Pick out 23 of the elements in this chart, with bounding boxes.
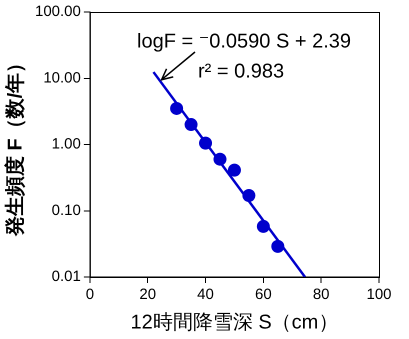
x-tick-label: 20 — [139, 286, 156, 304]
y-tick-label: 100.00 — [34, 3, 81, 20]
point — [199, 136, 212, 150]
y-tick-label: 10.00 — [43, 69, 81, 86]
point — [184, 118, 198, 132]
point — [170, 102, 184, 115]
x-tick-label: 0 — [86, 286, 94, 304]
x-tick-label: 80 — [312, 286, 330, 304]
y-tick-label: 0.01 — [52, 268, 81, 286]
point — [271, 240, 284, 253]
point — [242, 188, 256, 202]
annotation: logF = ⁻0.0590 S + 2.39 — [137, 30, 352, 53]
point — [228, 164, 241, 177]
point — [213, 152, 226, 166]
x-tick-label: 40 — [197, 286, 214, 304]
y-tick-label: 1.00 — [52, 136, 81, 153]
x-tick-label: 60 — [255, 286, 272, 304]
point — [256, 220, 270, 233]
x-tick-label: 100 — [366, 286, 392, 304]
annotation: r² = 0.983 — [198, 60, 284, 83]
y-axis-title: 発生頻度 F（数/年） — [4, 52, 27, 238]
x-axis-title: 12時間降雪深 S（cm） — [130, 312, 338, 334]
y-tick-label: 0.10 — [52, 202, 81, 219]
